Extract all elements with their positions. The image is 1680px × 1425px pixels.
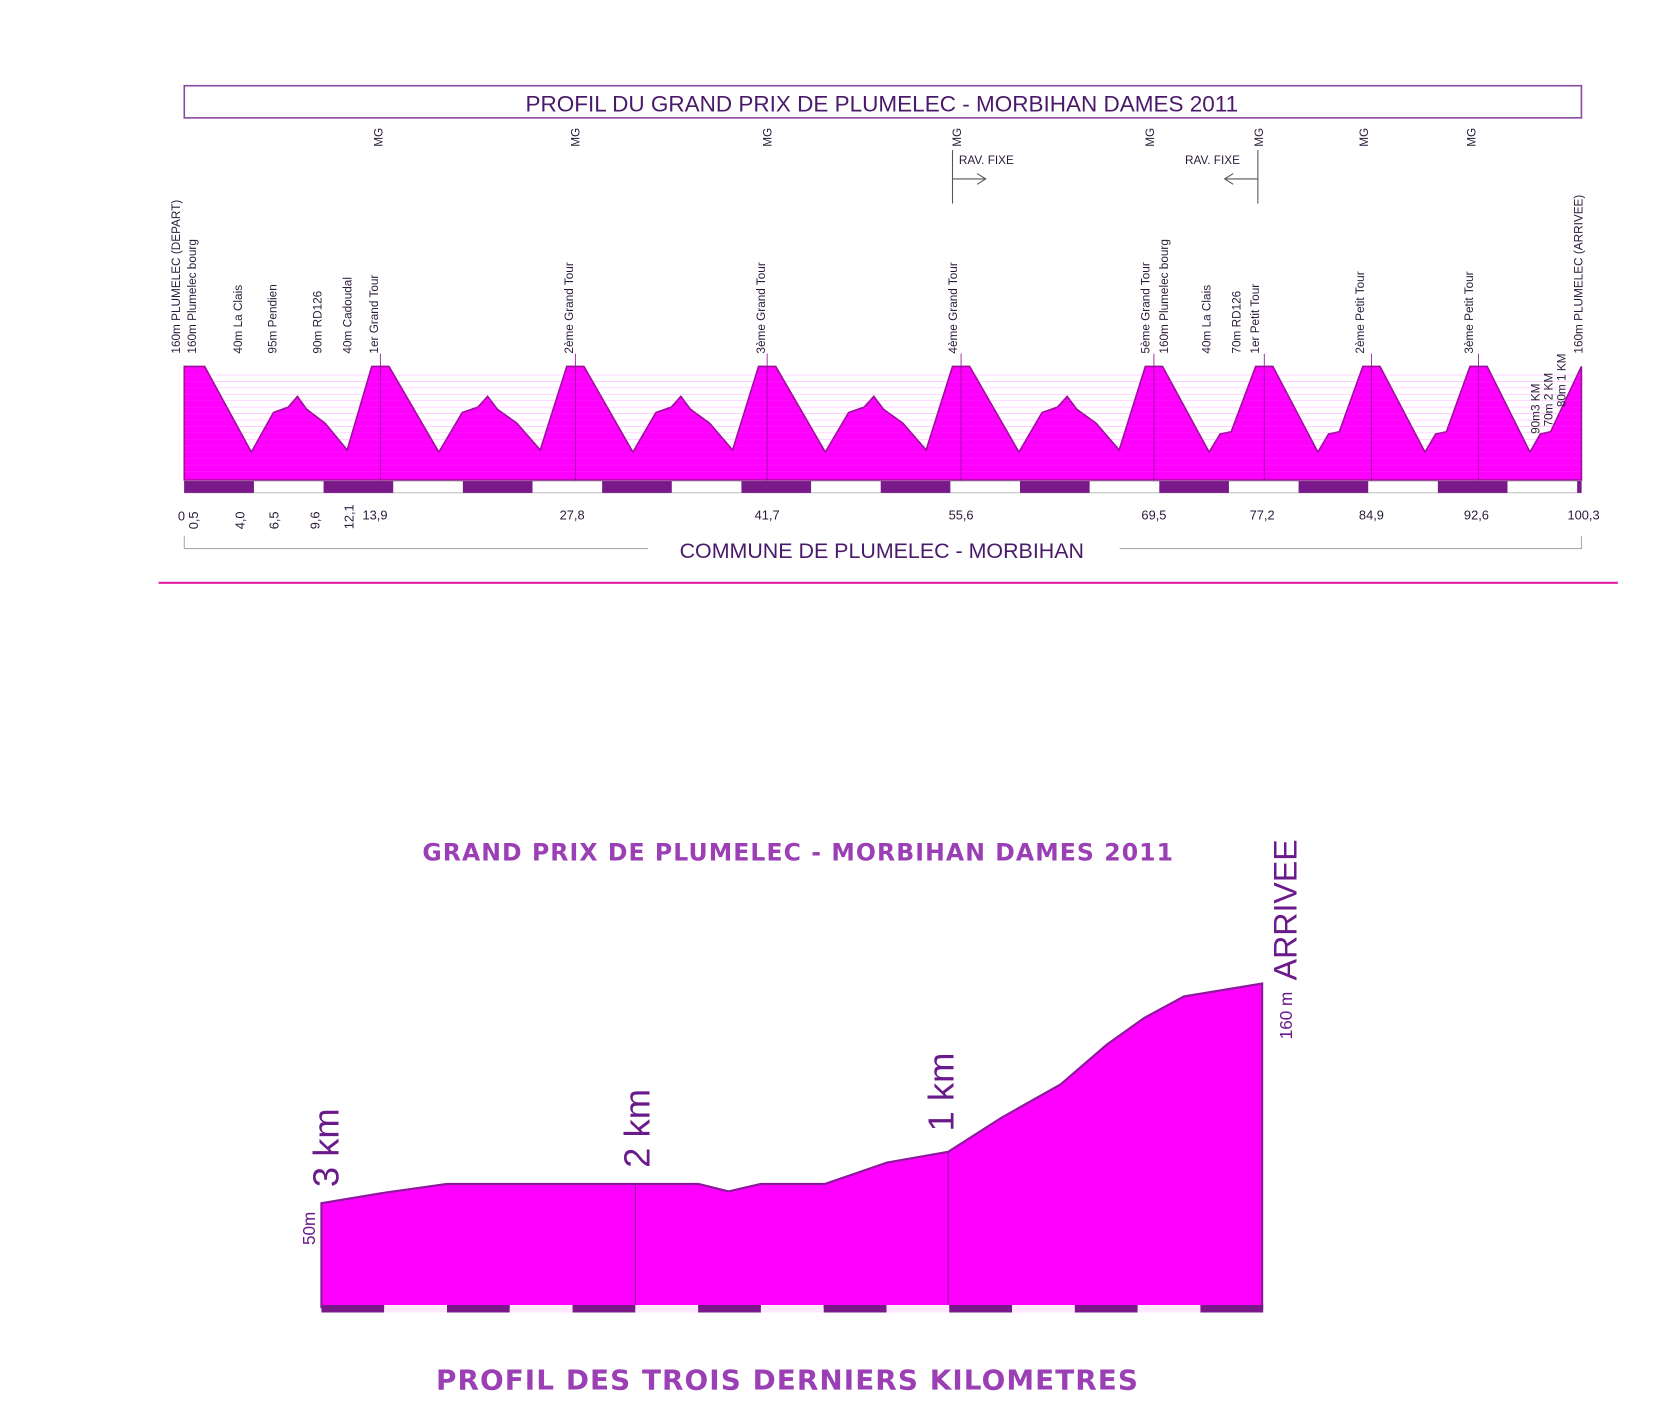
strip-block — [635, 1305, 699, 1313]
point-label: 90m3 KM — [1530, 384, 1543, 434]
km-label: 1 km — [921, 1053, 962, 1132]
bottom-title: GRAND PRIX DE PLUMELEC - MORBIHAN DAMES … — [422, 838, 1174, 866]
point-label: 95m Pendien — [266, 284, 279, 353]
strip-block — [509, 1305, 573, 1313]
point-label: 40m La Clais — [232, 285, 245, 354]
km-label: 84,9 — [1359, 508, 1384, 523]
top-title: PROFIL DU GRAND PRIX DE PLUMELEC - MORBI… — [525, 91, 1238, 116]
mg-label: MG — [570, 128, 583, 147]
mg-label: MG — [951, 128, 964, 147]
point-label: 3ème Grand Tour — [755, 262, 768, 353]
km-label: 92,6 — [1464, 508, 1489, 523]
distance-strip — [321, 1305, 1264, 1313]
km-label: 27,8 — [560, 508, 585, 523]
rav-label: RAV. FIXE — [1185, 154, 1240, 167]
km-label: 100,3 — [1567, 508, 1599, 523]
point-label: 160m PLUMELEC (DEPART) — [170, 200, 183, 354]
km-label: 4,0 — [232, 511, 247, 529]
km-label: 3 km — [306, 1108, 347, 1187]
point-label: 70m 2 KM — [1543, 373, 1556, 427]
top-profile: 160m PLUMELEC (DEPART) 160m Plumelec bour… — [170, 128, 1600, 529]
rav-arrow — [952, 173, 987, 185]
strip-block — [321, 1305, 385, 1313]
point-label: 2ème Grand Tour — [563, 262, 576, 353]
point-label: 40m La Clais — [1201, 285, 1214, 354]
strip-block — [880, 481, 951, 493]
route-profile — [183, 365, 1583, 481]
point-label: 70m RD126 — [1231, 290, 1244, 353]
mg-label: MG — [373, 128, 386, 147]
strip-block — [1020, 481, 1090, 493]
point-label: 160m Plumelec bourg — [186, 239, 199, 353]
km-label: 12,1 — [342, 504, 357, 529]
point-label: 90m RD126 — [311, 290, 324, 353]
strip-block — [760, 1305, 824, 1313]
point-label: 2ème Petit Tour — [1354, 271, 1367, 353]
start-altitude: 50m — [299, 1212, 319, 1245]
point-label: 3ème Petit Tour — [1463, 271, 1476, 353]
strip-block — [1137, 1305, 1201, 1313]
km-label: 0 — [178, 509, 185, 524]
end-altitude: 160 m — [1276, 992, 1296, 1040]
strip-block — [1074, 1305, 1138, 1313]
strip-block — [698, 1305, 761, 1313]
point-label: 1er Grand Tour — [368, 275, 381, 354]
strip-block — [602, 481, 672, 493]
strip-block — [1437, 481, 1508, 493]
strip-block — [886, 1305, 950, 1313]
strip-block — [572, 1305, 636, 1313]
rav-label: RAV. FIXE — [959, 154, 1014, 167]
mg-label: MG — [761, 128, 774, 147]
footer: COMMUNE DE PLUMELEC - MORBIHAN — [680, 539, 1084, 563]
strip-block — [1298, 481, 1369, 493]
point-label: 160m PLUMELEC (ARRIVEE) — [1573, 195, 1586, 354]
strip-block — [323, 481, 394, 493]
mg-label: MG — [1465, 128, 1478, 147]
km-label: 2 km — [616, 1089, 657, 1168]
km-label: 55,6 — [949, 508, 974, 523]
km-label: 9,6 — [307, 511, 322, 529]
strip-block — [823, 1305, 887, 1313]
mg-label: MG — [1253, 128, 1266, 147]
strip-block — [1577, 481, 1582, 493]
footer-bracket — [183, 535, 1582, 550]
strip-block — [1012, 1305, 1075, 1313]
strip-block — [1159, 481, 1229, 493]
point-label: 160m Plumelec bourg — [1158, 239, 1171, 353]
strip-block — [741, 481, 812, 493]
point-label: 80m 1 KM — [1555, 354, 1568, 408]
km-label: 41,7 — [755, 508, 780, 523]
rav-arrow — [1223, 173, 1258, 185]
km-label: 6,5 — [267, 511, 282, 529]
title-box — [183, 84, 1583, 119]
final-profile — [320, 982, 1264, 1309]
strip-block — [462, 481, 533, 493]
km-label: 69,5 — [1141, 508, 1166, 523]
strip-block — [1200, 1305, 1264, 1313]
km-label: 13,9 — [363, 508, 388, 523]
strip-block — [447, 1305, 510, 1313]
point-label: 4ème Grand Tour — [947, 262, 960, 353]
point-label: 5ème Grand Tour — [1140, 262, 1153, 353]
arrival-label: ARRIVEE — [1267, 839, 1303, 980]
bottom-subtitle: PROFIL DES TROIS DERNIERS KILOMETRES — [436, 1364, 1139, 1397]
point-label: 40m Cadoudal — [341, 277, 354, 354]
km-label: 0,5 — [186, 511, 201, 529]
mg-label: MG — [1144, 128, 1157, 147]
strip-block — [949, 1305, 1013, 1313]
strip-block — [384, 1305, 447, 1313]
mg-label: MG — [1358, 128, 1371, 147]
strip-block — [184, 481, 254, 493]
point-label: 1er Petit Tour — [1249, 284, 1262, 354]
km-label: 77,2 — [1250, 508, 1275, 523]
